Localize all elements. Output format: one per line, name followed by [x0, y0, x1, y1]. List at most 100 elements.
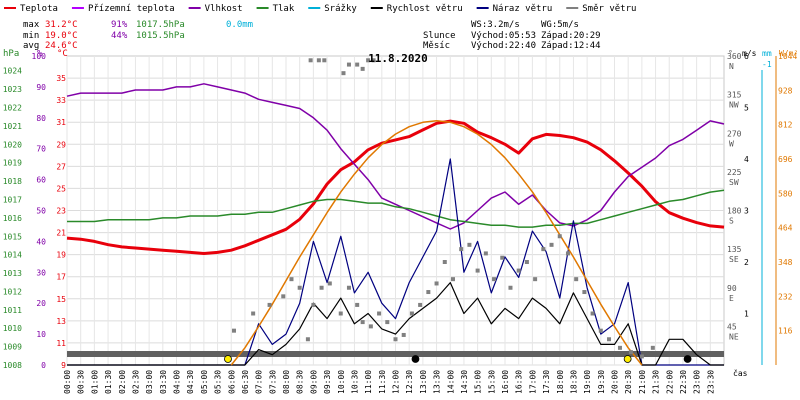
axis-pct-tick: 40 [36, 237, 46, 246]
axis-time-tick: 03:00 [145, 370, 154, 394]
axis-time-tick: 21:30 [652, 370, 661, 394]
axis-pct-tick: 100 [32, 52, 47, 61]
axis-dir-name: SW [729, 178, 739, 187]
axis-wm2-tick: 580 [778, 189, 793, 198]
axis-time-tick: 09:00 [309, 370, 318, 394]
stats-avg-label: avg [23, 41, 39, 51]
axis-time-tick: 16:30 [515, 370, 524, 394]
stats-max-hum: 91% [111, 20, 128, 30]
axis-wm2-tick: 348 [778, 258, 793, 267]
axis-time-tick: 14:00 [446, 370, 455, 394]
axis-time-tick: 04:00 [173, 370, 182, 394]
axis-time-tick: 16:00 [501, 370, 510, 394]
axis-hpa-tick: 1016 [3, 214, 22, 223]
axis-dir-label: ° [728, 49, 733, 58]
axis-temp-tick: 35 [56, 74, 66, 83]
axis-ms-tick: 5 [744, 104, 749, 113]
axis-hpa-label: hPa [3, 49, 19, 59]
legend: Teplota Přízemní teplota Vlhkost Tlak Srážky… [4, 4, 636, 14]
grid [66, 55, 725, 366]
legend-label-sr-ky: Srážky [324, 4, 357, 14]
stats-min-label: min [23, 31, 39, 41]
legend-label-tlak: Tlak [273, 4, 295, 14]
axis-time-tick: 05:00 [200, 370, 209, 394]
axis-time-tick: 07:00 [255, 370, 264, 394]
info-moonrise: Východ:22:40 [471, 41, 536, 51]
legend-label-teplota: Teplota [20, 4, 58, 14]
wind-direction-point [617, 345, 622, 350]
axis-pct-label: % [37, 49, 43, 59]
axis-temp-tick: 29 [56, 140, 66, 149]
axis-wm2-tick: 464 [778, 224, 793, 233]
wind-direction-point [524, 260, 529, 264]
axis-time-tick: 22:30 [679, 370, 688, 394]
axis-dir-tick: 315 [727, 91, 742, 100]
axis-time-tick: 03:30 [159, 370, 168, 394]
wind-direction-point [500, 255, 505, 260]
axis-pct-tick: 60 [36, 176, 46, 185]
axis-time-tick: 23:30 [706, 370, 715, 394]
wind-direction-point [305, 337, 310, 342]
axis-pct-tick: 10 [36, 330, 46, 339]
axis-time-tick: 19:00 [583, 370, 592, 394]
wind-direction-point [366, 58, 371, 63]
stats-max-rain: 0.0mm [226, 20, 253, 30]
legend-label-vlhkost: Vlhkost [205, 4, 243, 14]
axis-temp-tick: 33 [56, 96, 66, 105]
stats-max-label: max [23, 20, 40, 30]
axis-hpa-tick: 1008 [3, 361, 22, 370]
axis-hpa-tick: 1009 [3, 343, 22, 352]
legend-label-p-zemn-teplota: Přízemní teplota [88, 4, 175, 14]
axis-time-tick: 11:30 [378, 370, 387, 394]
wind-direction-point [319, 285, 324, 290]
axis-wm2-tick: 116 [778, 327, 793, 336]
axis-temp-tick: 25 [56, 184, 66, 193]
wind-direction-point [450, 277, 455, 282]
series-teplota [66, 119, 725, 255]
axis-hpa-tick: 1015 [3, 232, 22, 241]
wind-direction-point [459, 247, 464, 252]
axis-temp-tick: 21 [56, 229, 66, 238]
wind-direction-point [418, 302, 423, 307]
axis-temp-tick: 13 [56, 317, 66, 326]
wind-direction-point [442, 260, 447, 264]
axis-pct-tick: 70 [36, 145, 46, 154]
axis-time-tick: 17:30 [542, 370, 551, 394]
axis-time-tick: 12:00 [392, 370, 401, 394]
wind-direction-point [475, 268, 480, 273]
axis-temp-label: °C [57, 49, 68, 59]
wind-direction-point [267, 302, 272, 307]
axis-time-tick: 21:00 [638, 370, 647, 394]
axis-time-label: čas [733, 368, 748, 378]
axis-time-tick: 22:00 [665, 370, 674, 394]
axis-time-tick: 04:30 [186, 370, 195, 394]
stats-min-hum: 44% [111, 31, 128, 41]
wind-direction-point [598, 328, 603, 333]
axis-time-tick: 00:00 [63, 370, 72, 394]
axis-hpa-tick: 1017 [3, 195, 22, 204]
moonset-marker [411, 355, 420, 363]
axis-hpa-tick: 1019 [3, 159, 22, 168]
axis-hpa-tick: 1010 [3, 324, 22, 333]
wind-direction-point [393, 337, 398, 342]
axis-time-tick: 09:30 [323, 370, 332, 394]
wind-direction-point [346, 285, 351, 290]
axis-dir-name: W [729, 139, 734, 148]
wind-direction-point [385, 320, 390, 325]
axis-time-tick: 10:30 [350, 370, 359, 394]
stats-block: max 31.2°C 91% 1017.5hPa 0.0mm min 19.0°… [23, 20, 253, 51]
axis-temp-tick: 9 [61, 361, 66, 370]
wind-direction-point [639, 354, 644, 359]
axis-dir-name: SE [729, 255, 739, 264]
wind-direction-point [508, 285, 513, 290]
wind-direction-point [371, 58, 376, 63]
wind-direction-point [426, 290, 431, 295]
axis-time-tick: 05:30 [214, 370, 223, 394]
axis-hpa-tick: 1022 [3, 104, 22, 113]
wind-direction-point [311, 302, 316, 307]
axis-mm-label: mm [762, 49, 772, 58]
axis-time-tick: 07:30 [268, 370, 277, 394]
wind-direction-point [582, 290, 587, 295]
wind-direction-point [360, 66, 365, 71]
axis-time-tick: 01:00 [90, 370, 99, 394]
